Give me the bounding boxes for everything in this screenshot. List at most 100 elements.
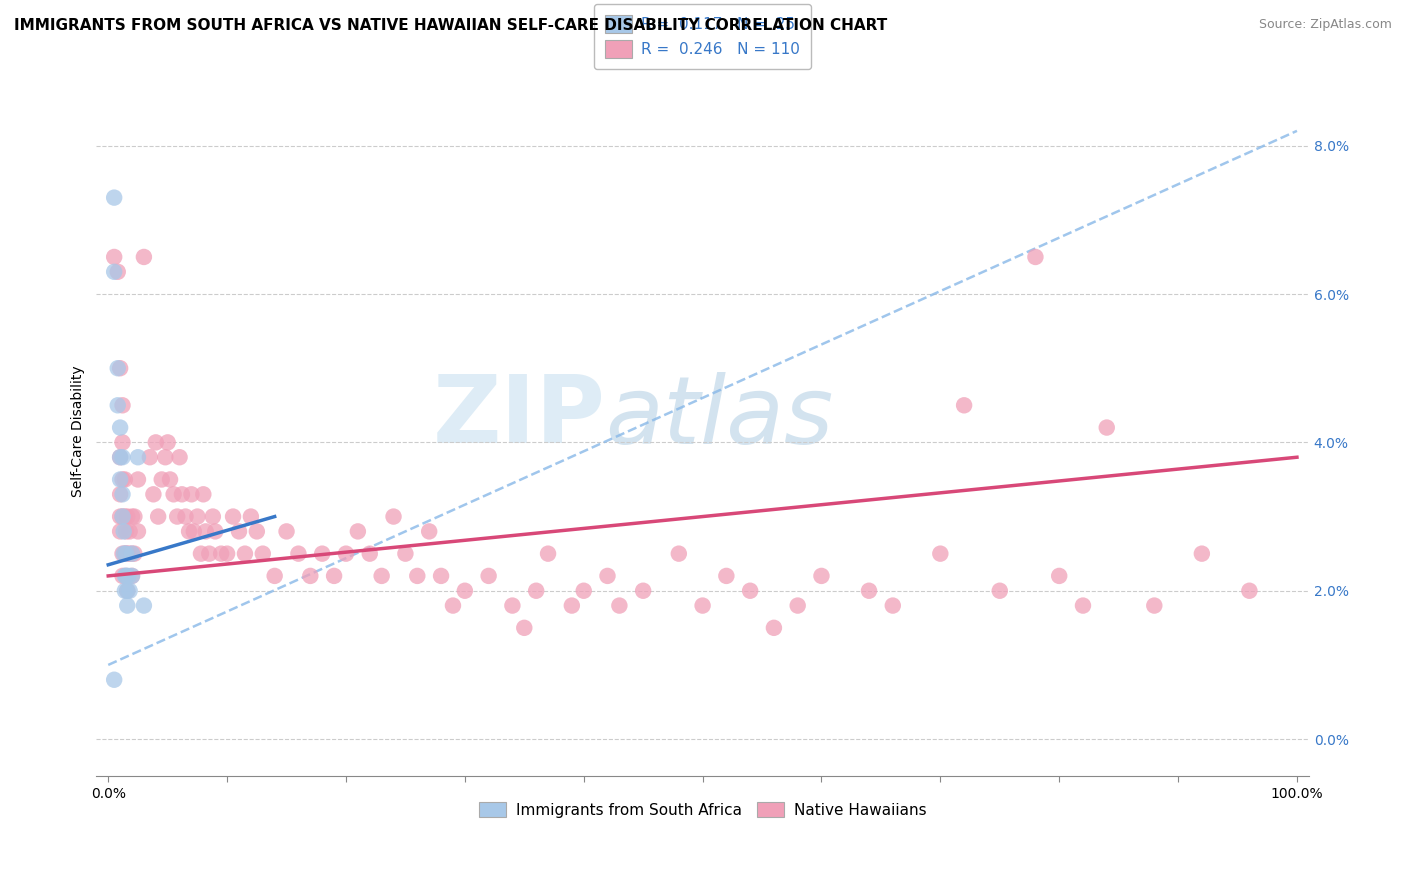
Point: [108, 450, 131, 465]
Point: [118, 524, 141, 539]
Point: [370, 569, 392, 583]
Text: ZIP: ZIP: [433, 371, 606, 464]
Point: [111, 487, 134, 501]
Point: [115, 547, 138, 561]
Point: [107, 398, 129, 412]
Point: [1239, 583, 1261, 598]
Point: [146, 509, 169, 524]
Text: atlas: atlas: [606, 372, 834, 463]
Point: [882, 599, 904, 613]
Point: [1047, 569, 1070, 583]
Point: [180, 487, 202, 501]
Point: [117, 583, 139, 598]
Point: [111, 450, 134, 465]
Point: [311, 547, 333, 561]
Point: [118, 547, 141, 561]
Point: [132, 250, 155, 264]
Point: [858, 583, 880, 598]
Point: [810, 569, 832, 583]
Point: [159, 473, 181, 487]
Point: [430, 569, 453, 583]
Point: [108, 524, 131, 539]
Point: [114, 473, 136, 487]
Point: [194, 524, 217, 539]
Point: [111, 509, 134, 524]
Point: [108, 450, 131, 465]
Point: [145, 435, 167, 450]
Point: [162, 487, 184, 501]
Point: [114, 583, 136, 598]
Point: [132, 599, 155, 613]
Point: [572, 583, 595, 598]
Point: [170, 487, 193, 501]
Point: [190, 547, 212, 561]
Point: [111, 569, 134, 583]
Point: [121, 509, 143, 524]
Point: [108, 487, 131, 501]
Point: [117, 547, 139, 561]
Point: [156, 435, 179, 450]
Point: [287, 547, 309, 561]
Point: [609, 599, 631, 613]
Point: [222, 509, 245, 524]
Point: [177, 524, 200, 539]
Point: [228, 524, 250, 539]
Point: [501, 599, 523, 613]
Point: [111, 435, 134, 450]
Point: [103, 673, 125, 687]
Point: [103, 191, 125, 205]
Point: [121, 547, 143, 561]
Point: [186, 509, 208, 524]
Point: [246, 524, 269, 539]
Point: [988, 583, 1011, 598]
Point: [716, 569, 738, 583]
Point: [953, 398, 976, 412]
Text: Source: ZipAtlas.com: Source: ZipAtlas.com: [1258, 18, 1392, 31]
Point: [418, 524, 440, 539]
Point: [631, 583, 654, 598]
Point: [1191, 547, 1213, 561]
Point: [454, 583, 477, 598]
Point: [118, 583, 141, 598]
Point: [1071, 599, 1094, 613]
Point: [252, 547, 274, 561]
Point: [124, 509, 146, 524]
Point: [117, 599, 139, 613]
Point: [121, 569, 143, 583]
Point: [108, 509, 131, 524]
Point: [107, 361, 129, 376]
Point: [394, 547, 416, 561]
Legend: Immigrants from South Africa, Native Hawaiians: Immigrants from South Africa, Native Haw…: [472, 796, 932, 823]
Point: [204, 524, 226, 539]
Point: [217, 547, 239, 561]
Point: [335, 547, 357, 561]
Point: [115, 569, 138, 583]
Point: [762, 621, 785, 635]
Point: [142, 487, 165, 501]
Point: [111, 398, 134, 412]
Point: [114, 509, 136, 524]
Point: [103, 265, 125, 279]
Point: [323, 569, 346, 583]
Point: [668, 547, 690, 561]
Point: [929, 547, 952, 561]
Point: [117, 509, 139, 524]
Point: [239, 509, 262, 524]
Point: [1095, 420, 1118, 434]
Point: [596, 569, 619, 583]
Point: [127, 524, 149, 539]
Point: [111, 473, 134, 487]
Point: [121, 547, 143, 561]
Point: [537, 547, 560, 561]
Point: [127, 450, 149, 465]
Point: [193, 487, 215, 501]
Point: [108, 473, 131, 487]
Point: [112, 524, 135, 539]
Point: [111, 547, 134, 561]
Point: [209, 547, 232, 561]
Point: [108, 361, 131, 376]
Point: [1024, 250, 1046, 264]
Point: [382, 509, 405, 524]
Point: [347, 524, 370, 539]
Point: [513, 621, 536, 635]
